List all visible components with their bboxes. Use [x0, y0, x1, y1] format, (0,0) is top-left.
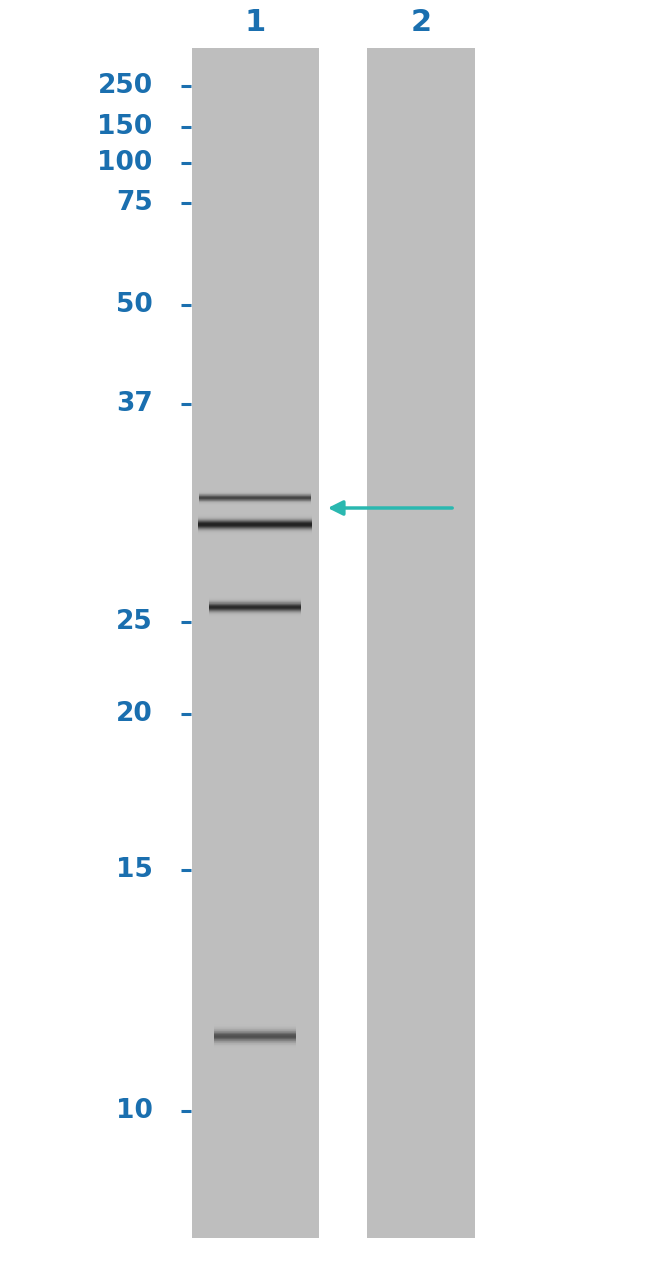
Text: 37: 37 [116, 391, 153, 417]
Text: 15: 15 [116, 857, 153, 883]
Text: 100: 100 [98, 150, 153, 175]
Text: 10: 10 [116, 1099, 153, 1124]
Text: 1: 1 [244, 9, 265, 37]
Bar [192, 48, 318, 1238]
Bar [367, 48, 474, 1238]
Text: 250: 250 [98, 74, 153, 99]
Text: 20: 20 [116, 701, 153, 726]
Text: 2: 2 [411, 9, 432, 37]
Text: 150: 150 [98, 114, 153, 140]
Text: 50: 50 [116, 292, 153, 318]
Text: 75: 75 [116, 190, 153, 216]
Text: 25: 25 [116, 610, 153, 635]
